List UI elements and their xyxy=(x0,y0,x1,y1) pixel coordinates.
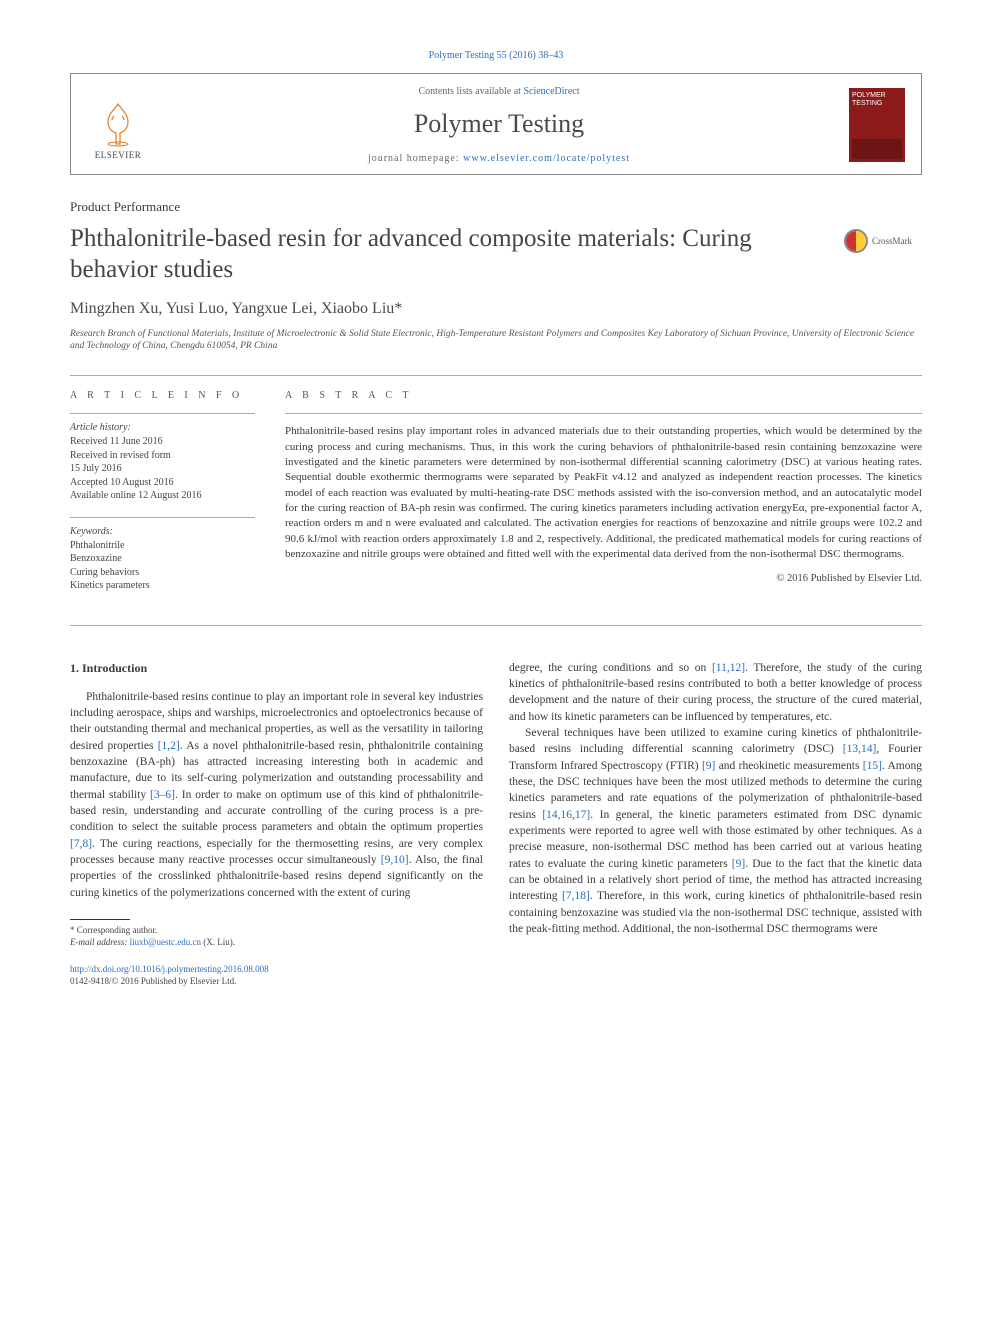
article-info-column: A R T I C L E I N F O Article history: R… xyxy=(70,390,255,607)
abstract-heading: A B S T R A C T xyxy=(285,390,922,401)
citation-ref[interactable]: [1,2] xyxy=(158,740,180,752)
citation-ref[interactable]: [15] xyxy=(863,760,882,772)
citation-ref[interactable]: [9] xyxy=(702,760,715,772)
column-left: 1. Introduction Phthalonitrile-based res… xyxy=(70,660,483,949)
body-text: and rheokinetic measurements xyxy=(715,760,862,772)
elsevier-tree-icon xyxy=(94,100,142,148)
publisher-name: ELSEVIER xyxy=(95,150,142,160)
email-suffix: (X. Liu). xyxy=(201,937,235,947)
doi-block: http://dx.doi.org/10.1016/j.polymertesti… xyxy=(70,964,922,987)
citation-ref[interactable]: [11,12] xyxy=(712,662,745,674)
homepage-line: journal homepage: www.elsevier.com/locat… xyxy=(167,153,831,164)
crossmark-label: CrossMark xyxy=(872,236,912,246)
keywords-list: Phthalonitrile Benzoxazine Curing behavi… xyxy=(70,539,255,593)
article-history: Received 11 June 2016 Received in revise… xyxy=(70,435,255,503)
body-text: 1. Introduction Phthalonitrile-based res… xyxy=(70,660,922,949)
citation-ref[interactable]: [9] xyxy=(732,858,745,870)
elsevier-logo: ELSEVIER xyxy=(87,90,149,160)
article-type-label: Product Performance xyxy=(70,199,922,215)
cover-title: POLYMER TESTING xyxy=(852,92,886,107)
journal-header: ELSEVIER Contents lists available at Sci… xyxy=(70,73,922,175)
doi-link[interactable]: http://dx.doi.org/10.1016/j.polymertesti… xyxy=(70,964,269,974)
crossmark-badge[interactable]: CrossMark xyxy=(844,229,922,253)
abstract-column: A B S T R A C T Phthalonitrile-based res… xyxy=(285,390,922,607)
citation-ref[interactable]: [9,10] xyxy=(381,854,409,866)
article-info-heading: A R T I C L E I N F O xyxy=(70,390,255,401)
abstract-copyright: © 2016 Published by Elsevier Ltd. xyxy=(285,573,922,584)
author-list: Mingzhen Xu, Yusi Luo, Yangxue Lei, Xiao… xyxy=(70,300,922,318)
contents-available-line: Contents lists available at ScienceDirec… xyxy=(167,86,831,97)
issn-copyright-line: 0142-9418/© 2016 Published by Elsevier L… xyxy=(70,976,236,986)
citation-ref[interactable]: [3–6] xyxy=(150,789,175,801)
citation-ref[interactable]: [7,8] xyxy=(70,838,92,850)
journal-cover-thumbnail: POLYMER TESTING xyxy=(849,88,905,162)
crossmark-icon xyxy=(844,229,868,253)
journal-name: Polymer Testing xyxy=(167,109,831,139)
contents-prefix: Contents lists available at xyxy=(418,86,523,97)
email-label: E-mail address: xyxy=(70,937,130,947)
keywords-label: Keywords: xyxy=(70,526,255,537)
citation-ref[interactable]: [14,16,17] xyxy=(542,809,590,821)
affiliation: Research Branch of Functional Materials,… xyxy=(70,328,922,354)
citation-ref[interactable]: [13,14] xyxy=(843,743,877,755)
article-title: Phthalonitrile-based resin for advanced … xyxy=(70,223,828,286)
divider xyxy=(70,625,922,626)
journal-homepage-link[interactable]: www.elsevier.com/locate/polytest xyxy=(463,153,630,164)
author-email-link[interactable]: liuxb@uestc.edu.cn xyxy=(130,937,201,947)
body-text: degree, the curing conditions and so on xyxy=(509,662,712,674)
citation-line: Polymer Testing 55 (2016) 38–43 xyxy=(70,50,922,61)
citation-ref[interactable]: [7,18] xyxy=(562,890,590,902)
sciencedirect-link[interactable]: ScienceDirect xyxy=(523,86,579,97)
article-history-label: Article history: xyxy=(70,422,255,433)
email-line: E-mail address: liuxb@uestc.edu.cn (X. L… xyxy=(70,936,483,948)
homepage-prefix: journal homepage: xyxy=(368,153,463,164)
section-heading-introduction: 1. Introduction xyxy=(70,660,483,677)
column-right: degree, the curing conditions and so on … xyxy=(509,660,922,949)
corresponding-author-note: * Corresponding author. xyxy=(70,924,483,936)
abstract-body: Phthalonitrile-based resins play importa… xyxy=(285,424,922,563)
footnote-separator xyxy=(70,919,130,920)
